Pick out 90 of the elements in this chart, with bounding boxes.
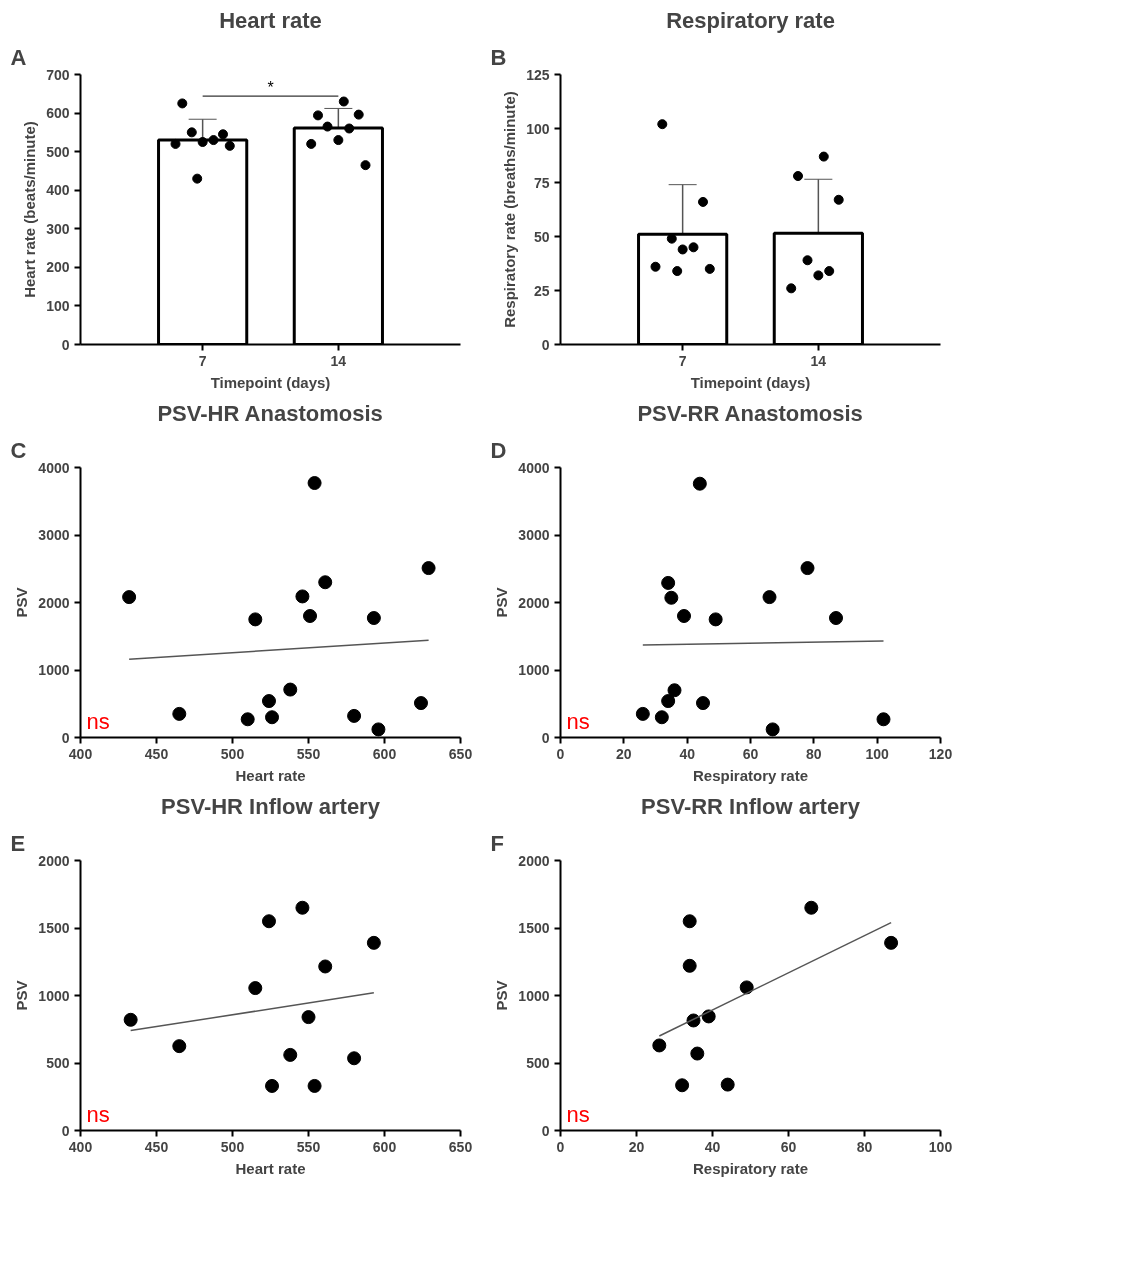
y-tick-label: 25 xyxy=(533,282,550,299)
y-tick-label: 500 xyxy=(526,1055,550,1071)
y-tick-label: 1500 xyxy=(518,920,550,936)
text: A xyxy=(10,44,27,70)
chart-title: PSV-RR Inflow artery xyxy=(641,793,861,819)
x-tick-label: 600 xyxy=(372,745,397,762)
y-tick-label: 0 xyxy=(541,1122,550,1139)
x-axis-title: Heart rate xyxy=(235,766,306,784)
text: D xyxy=(490,437,507,463)
x-tick-label: 500 xyxy=(220,745,245,762)
x-tick-label: 650 xyxy=(448,1138,473,1155)
y-tick-label: 600 xyxy=(46,105,70,122)
y-tick-label: 2000 xyxy=(38,594,70,611)
y-tick-label: 2000 xyxy=(518,852,550,869)
y-tick-label: 4000 xyxy=(518,459,550,476)
x-tick-label: 450 xyxy=(144,1138,169,1155)
y-axis-title: PSV xyxy=(13,587,31,618)
y-tick-label: 400 xyxy=(46,182,70,199)
chart-title: Heart rate xyxy=(219,7,322,33)
x-tick-label: 450 xyxy=(144,745,169,762)
x-tick-label: 600 xyxy=(372,1138,397,1155)
x-axis-title: Timepoint (days) xyxy=(690,373,811,391)
annotation: ns xyxy=(86,708,110,734)
x-tick-label: 120 xyxy=(928,745,953,762)
y-tick-label: 1000 xyxy=(518,662,550,678)
x-axis-title: Timepoint (days) xyxy=(210,373,331,391)
y-tick-label: 1500 xyxy=(38,920,70,936)
chart-title: PSV-RR Anastomosis xyxy=(637,400,863,426)
chart-title: Respiratory rate xyxy=(666,7,835,33)
text: F xyxy=(490,830,504,856)
y-tick-label: 2000 xyxy=(518,594,550,611)
y-axis-title: PSV xyxy=(493,587,511,618)
y-tick-label: 300 xyxy=(46,220,70,237)
annotation: ns xyxy=(86,1101,110,1127)
x-tick-label: 40 xyxy=(679,745,696,762)
annotation: * xyxy=(267,79,274,97)
x-axis-title: Respiratory rate xyxy=(692,766,809,784)
text: C xyxy=(10,437,27,463)
y-tick-label: 1000 xyxy=(38,662,70,678)
y-tick-label: 0 xyxy=(541,729,550,746)
annotation: ns xyxy=(566,708,590,734)
y-tick-label: 50 xyxy=(533,228,550,245)
x-tick-label: 80 xyxy=(806,745,822,762)
x-tick-label: 7 xyxy=(678,352,687,369)
x-tick-label: 100 xyxy=(928,1138,953,1155)
x-tick-label: 7 xyxy=(198,352,207,369)
x-tick-label: 0 xyxy=(556,1138,565,1155)
y-tick-label: 125 xyxy=(526,66,550,83)
y-tick-label: 200 xyxy=(46,259,70,276)
y-tick-label: 3000 xyxy=(38,527,70,543)
x-axis-title: Respiratory rate xyxy=(692,1159,809,1177)
x-tick-label: 650 xyxy=(448,745,473,762)
y-axis-title: Respiratory rate (breaths/minute) xyxy=(501,91,519,328)
y-tick-label: 700 xyxy=(46,66,70,83)
y-tick-label: 3000 xyxy=(518,527,550,543)
x-tick-label: 14 xyxy=(330,352,347,369)
x-tick-label: 60 xyxy=(742,745,759,762)
y-axis-title: PSV xyxy=(13,980,31,1011)
text: B xyxy=(490,44,507,70)
annotation: ns xyxy=(566,1101,590,1127)
chart-title: PSV-HR Anastomosis xyxy=(157,400,383,426)
x-tick-label: 40 xyxy=(704,1138,721,1155)
y-axis-title: PSV xyxy=(493,980,511,1011)
x-tick-label: 500 xyxy=(220,1138,245,1155)
x-tick-label: 550 xyxy=(296,745,321,762)
y-tick-label: 0 xyxy=(61,729,70,746)
y-tick-label: 1000 xyxy=(518,987,550,1004)
x-axis-title: Heart rate xyxy=(235,1159,306,1177)
chart-title: PSV-HR Inflow artery xyxy=(161,793,381,819)
y-tick-label: 75 xyxy=(533,174,550,191)
y-axis-title: Heart rate (beats/minute) xyxy=(21,121,39,298)
y-tick-label: 0 xyxy=(61,1122,70,1139)
x-tick-label: 80 xyxy=(856,1138,873,1155)
y-tick-label: 500 xyxy=(46,143,70,160)
x-tick-label: 100 xyxy=(865,745,890,762)
y-tick-label: 500 xyxy=(46,1055,70,1071)
y-tick-label: 2000 xyxy=(38,852,70,869)
y-tick-label: 100 xyxy=(46,297,70,314)
y-tick-label: 100 xyxy=(526,120,550,137)
x-tick-label: 60 xyxy=(780,1138,797,1155)
y-tick-label: 1000 xyxy=(38,987,70,1004)
x-tick-label: 20 xyxy=(628,1138,645,1155)
x-tick-label: 0 xyxy=(556,745,565,762)
text: E xyxy=(10,830,26,856)
x-tick-label: 20 xyxy=(616,745,632,762)
y-tick-label: 4000 xyxy=(38,459,70,476)
x-tick-label: 14 xyxy=(810,352,827,369)
y-tick-label: 0 xyxy=(61,336,70,353)
x-tick-label: 550 xyxy=(296,1138,321,1155)
y-tick-label: 0 xyxy=(541,336,550,353)
